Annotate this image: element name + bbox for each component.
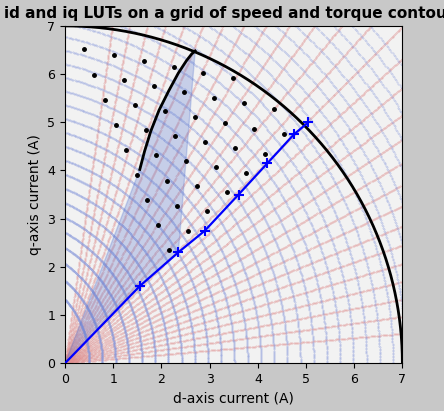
Y-axis label: q-axis current (A): q-axis current (A): [28, 134, 42, 255]
Polygon shape: [65, 51, 195, 363]
X-axis label: d-axis current (A): d-axis current (A): [173, 391, 294, 405]
Title: id and iq LUTs on a grid of speed and torque contours: id and iq LUTs on a grid of speed and to…: [4, 6, 444, 21]
